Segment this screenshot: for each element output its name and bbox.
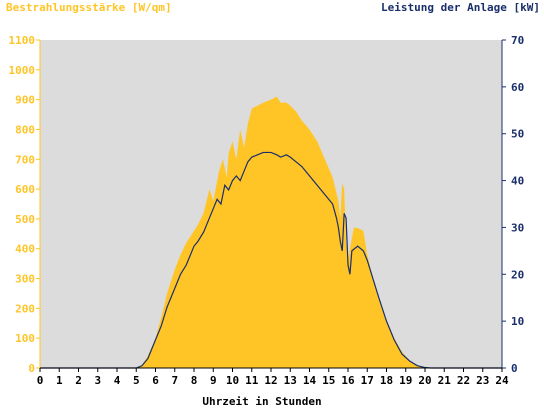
x-axis-title: Uhrzeit in Stunden xyxy=(202,395,321,408)
y-right-tick-label: 20 xyxy=(511,268,524,281)
x-tick-label: 11 xyxy=(245,374,259,387)
x-tick-label: 8 xyxy=(191,374,198,387)
y-right-tick-label: 50 xyxy=(511,128,524,141)
y-right-axis-title: Leistung der Anlage [kW] xyxy=(381,1,540,14)
y-right-tick-label: 40 xyxy=(511,175,524,188)
x-tick-label: 23 xyxy=(476,374,489,387)
x-tick-label: 9 xyxy=(210,374,217,387)
x-tick-label: 24 xyxy=(495,374,509,387)
y-left-tick-label: 600 xyxy=(15,183,35,196)
x-tick-label: 19 xyxy=(399,374,412,387)
y-left-tick-label: 100 xyxy=(15,332,35,345)
x-tick-label: 5 xyxy=(133,374,140,387)
y-left-tick-label: 300 xyxy=(15,273,35,286)
x-tick-label: 22 xyxy=(457,374,470,387)
y-right-tick-label: 30 xyxy=(511,221,524,234)
irradiance-area xyxy=(40,96,502,369)
x-tick-label: 0 xyxy=(37,374,44,387)
y-left-tick-label: 400 xyxy=(15,243,35,256)
x-tick-label: 7 xyxy=(171,374,178,387)
y-left-axis-title: Bestrahlungsstärke [W/qm] xyxy=(6,1,172,14)
x-tick-label: 20 xyxy=(418,374,431,387)
x-tick-label: 2 xyxy=(75,374,82,387)
y-right-tick-label: 70 xyxy=(511,34,524,47)
x-tick-label: 18 xyxy=(380,374,393,387)
y-left-tick-label: 800 xyxy=(15,123,35,136)
y-right-tick-label: 10 xyxy=(511,315,524,328)
x-tick-label: 1 xyxy=(56,374,63,387)
x-tick-label: 12 xyxy=(264,374,277,387)
x-tick-label: 13 xyxy=(284,374,297,387)
y-left-tick-label: 1000 xyxy=(9,64,36,77)
y-left-tick-label: 500 xyxy=(15,213,35,226)
y-left-tick-label: 200 xyxy=(15,302,35,315)
y-left-tick-label: 0 xyxy=(28,362,35,375)
x-tick-label: 21 xyxy=(438,374,452,387)
power-line xyxy=(40,151,502,369)
y-left-tick-label: 900 xyxy=(15,94,35,107)
y-right-tick-label: 60 xyxy=(511,81,524,94)
x-tick-label: 6 xyxy=(152,374,159,387)
x-tick-label: 4 xyxy=(114,374,121,387)
x-tick-label: 14 xyxy=(303,374,317,387)
x-tick-label: 17 xyxy=(361,374,374,387)
x-tick-label: 16 xyxy=(341,374,355,387)
y-right-tick-label: 0 xyxy=(511,362,518,375)
y-left-tick-label: 1100 xyxy=(9,34,36,47)
y-left-tick-label: 700 xyxy=(15,153,35,166)
x-tick-label: 15 xyxy=(322,374,335,387)
x-tick-label: 3 xyxy=(94,374,101,387)
x-tick-label: 10 xyxy=(226,374,239,387)
